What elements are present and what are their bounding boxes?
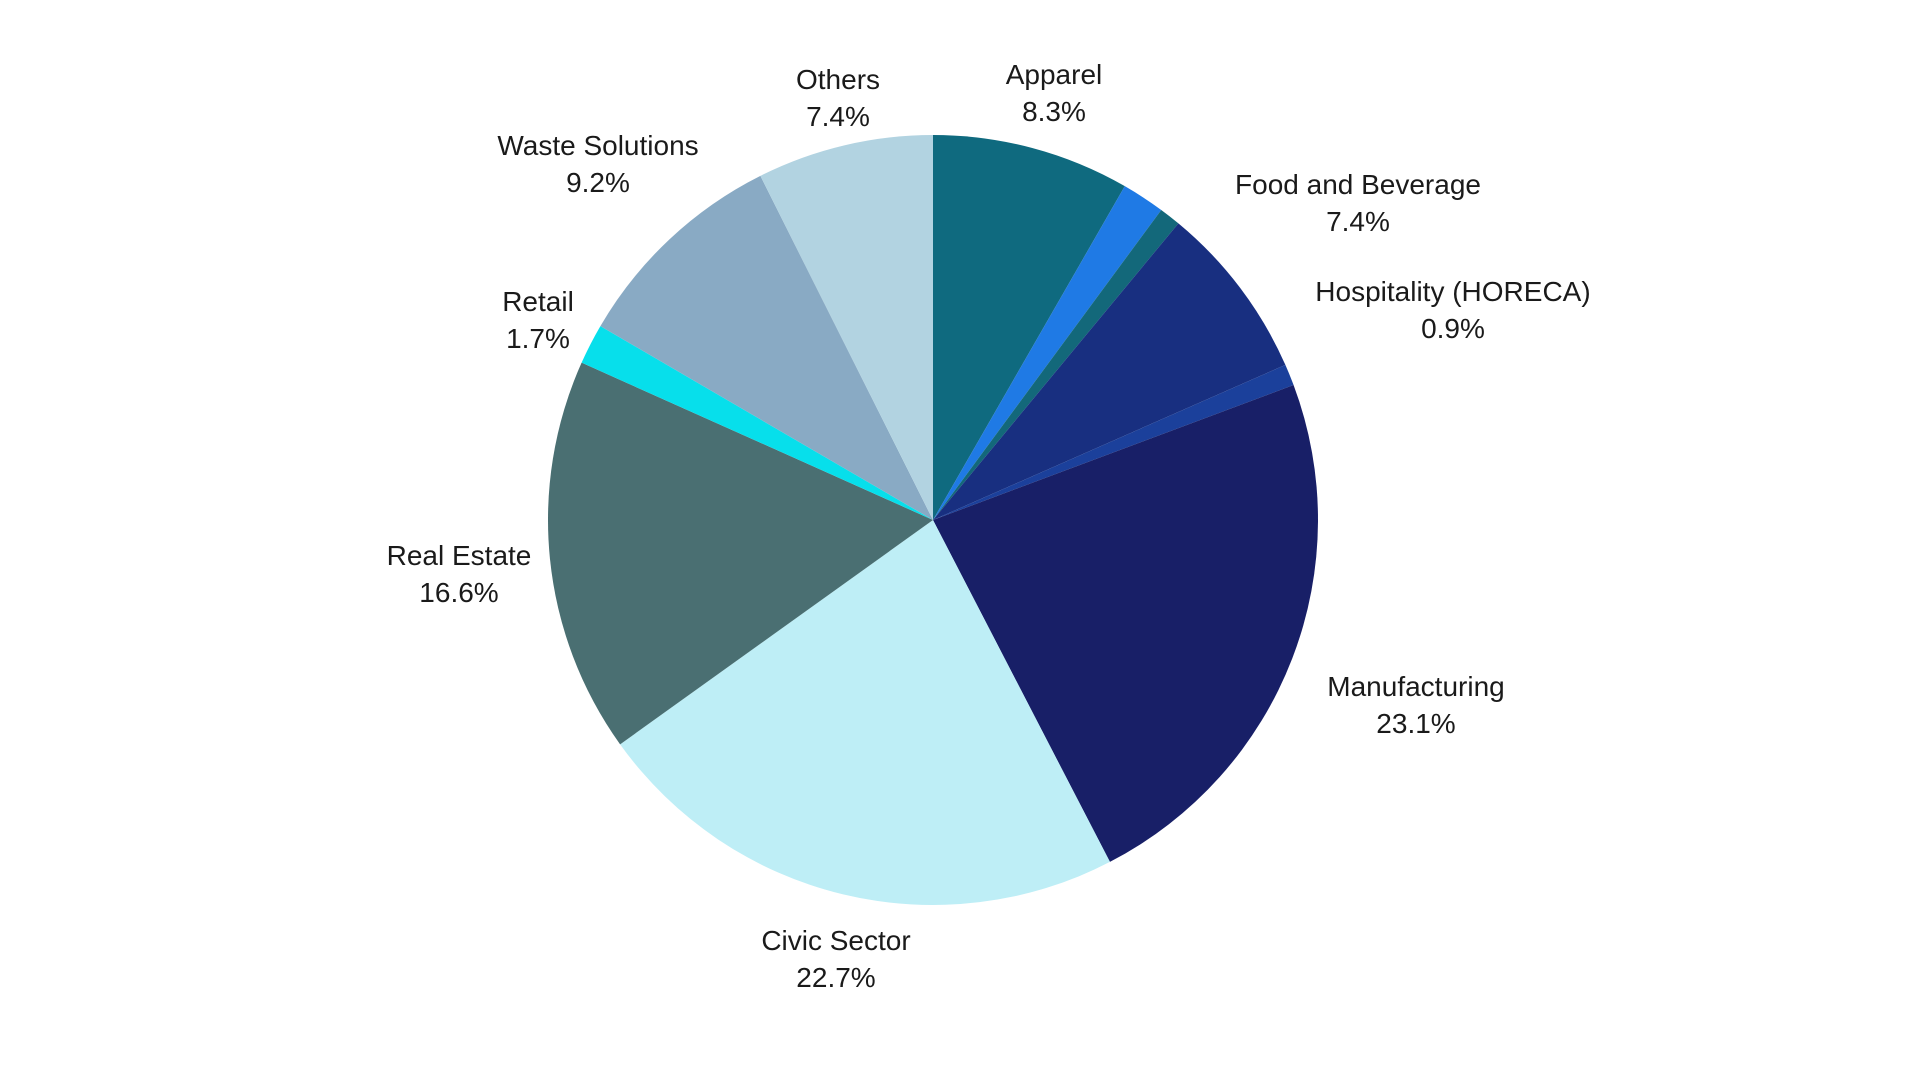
slice-value-label-food-and-beverage: 7.4% (1326, 206, 1390, 237)
slice-value-label-civic-sector: 22.7% (796, 962, 875, 993)
pie-slice-unlabeled-1[interactable] (933, 186, 1162, 520)
pie-slice-others[interactable] (760, 135, 933, 520)
pie-slice-real-estate[interactable] (547, 362, 933, 745)
pie-slice-hospitality-horeca[interactable] (933, 364, 1294, 520)
pie-slice-unlabeled-2[interactable] (933, 209, 1179, 520)
slice-label-food-and-beverage: Food and Beverage (1235, 169, 1481, 200)
slice-value-label-hospitality-horeca: 0.9% (1421, 313, 1485, 344)
slice-label-apparel: Apparel (1006, 59, 1103, 90)
slice-value-label-waste-solutions: 9.2% (566, 167, 630, 198)
slice-value-label-others: 7.4% (806, 101, 870, 132)
pie-slice-food-and-beverage[interactable] (933, 223, 1286, 520)
slice-value-label-real-estate: 16.6% (419, 577, 498, 608)
slice-label-retail: Retail (502, 286, 574, 317)
slice-value-label-apparel: 8.3% (1022, 96, 1086, 127)
pie-labels: Apparel 8.3% Food and Beverage 7.4% Hospital… (387, 59, 1591, 993)
slice-label-waste-solutions: Waste Solutions (497, 130, 698, 161)
slice-label-others: Others (796, 64, 880, 95)
pie-slice-civic-sector[interactable] (620, 520, 1110, 906)
slice-label-civic-sector: Civic Sector (761, 925, 910, 956)
slice-value-label-retail: 1.7% (506, 323, 570, 354)
slice-value-label-manufacturing: 23.1% (1376, 708, 1455, 739)
slice-label-manufacturing: Manufacturing (1327, 671, 1504, 702)
pie-slices (547, 135, 1318, 906)
pie-slice-retail[interactable] (581, 326, 933, 520)
pie-slice-manufacturing[interactable] (933, 385, 1318, 862)
slice-label-real-estate: Real Estate (387, 540, 532, 571)
slice-label-hospitality-horeca: Hospitality (HORECA) (1315, 276, 1590, 307)
pie-slice-apparel[interactable] (933, 135, 1125, 520)
pie-slice-waste-solutions[interactable] (600, 175, 933, 520)
